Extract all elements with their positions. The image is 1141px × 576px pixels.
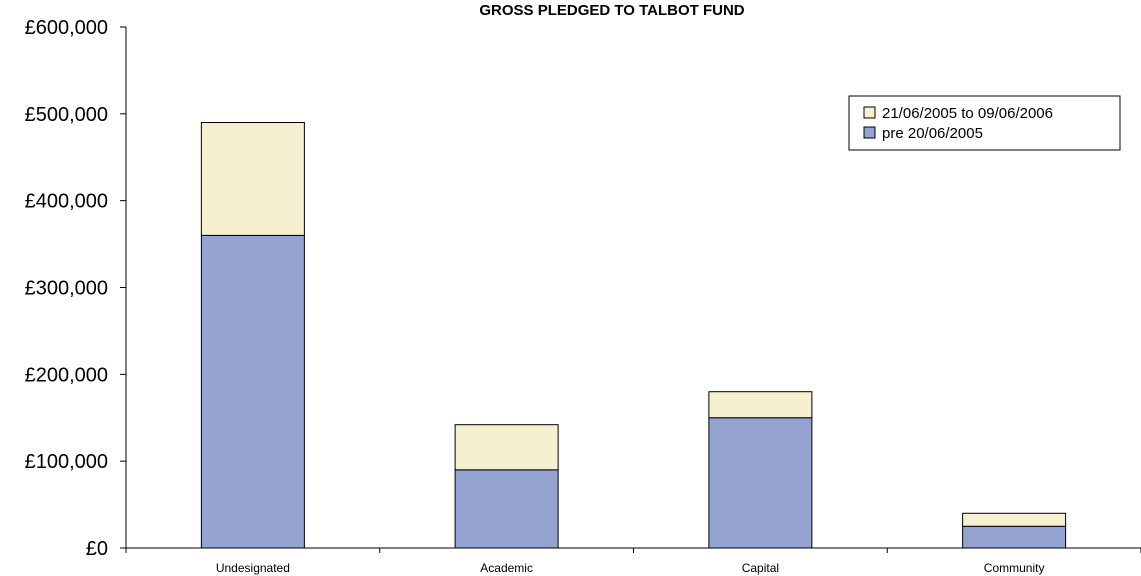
legend-box — [848, 95, 1121, 151]
bar-undesignated-series-2 — [200, 122, 305, 236]
x-axis: Undesignated Academic Capital Community — [125, 547, 1141, 575]
bar-academic-series-2 — [454, 424, 559, 471]
x-tick-label: Community — [984, 561, 1045, 575]
bar-community-series-1 — [962, 525, 1067, 549]
legend-label: 21/06/2005 to 09/06/2006 — [882, 105, 1053, 122]
y-tick-label: £0 — [86, 538, 108, 560]
bar-capital-series-1 — [708, 417, 813, 549]
bar-capital-series-2 — [708, 391, 813, 419]
bar-undesignated-series-1 — [200, 234, 305, 549]
chart-title: GROSS PLEDGED TO TALBOT FUND — [479, 2, 744, 19]
y-tick-label: £300,000 — [25, 278, 108, 300]
x-tick-label: Capital — [742, 561, 779, 575]
legend-label: pre 20/06/2005 — [882, 125, 983, 142]
x-tick-label: Academic — [480, 561, 533, 575]
x-tick-label: Undesignated — [216, 561, 290, 575]
y-axis: £0 £100,000 £200,000 £300,000 £400,000 £500,0… — [25, 17, 127, 560]
y-tick-label: £100,000 — [25, 451, 108, 473]
y-tick-label: £200,000 — [25, 364, 108, 386]
legend: 21/06/2005 to 09/06/2006 pre 20/06/2005 — [848, 95, 1121, 151]
legend-swatch — [863, 126, 876, 139]
y-tick-label: £600,000 — [25, 17, 108, 39]
bar-community-series-2 — [962, 512, 1067, 527]
bar-academic-series-1 — [454, 469, 559, 549]
bars — [200, 122, 1067, 549]
y-tick-label: £400,000 — [25, 191, 108, 213]
legend-swatch — [863, 106, 876, 119]
y-tick-label: £500,000 — [25, 104, 108, 126]
